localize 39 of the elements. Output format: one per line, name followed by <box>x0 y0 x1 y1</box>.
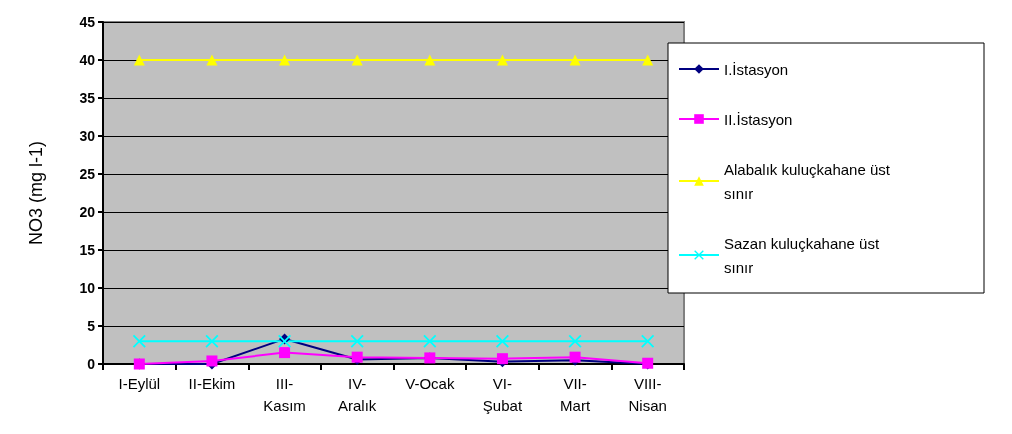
y-tick-label: 35 <box>79 90 96 106</box>
point <box>496 54 508 66</box>
legend-label: I.İstasyon <box>724 60 789 78</box>
point <box>351 54 363 66</box>
point <box>350 334 364 348</box>
x-tick-label: I-Eylül <box>118 374 161 392</box>
legend-label: Sazan kuluçkahane üst sınır <box>724 234 884 276</box>
point <box>133 54 145 66</box>
x-tick-label: II-Ekim <box>188 374 236 392</box>
point <box>424 54 436 66</box>
point <box>206 54 218 66</box>
x-tick-label: VIII-Nisan <box>628 374 667 414</box>
x-tick-label: VI-Şubat <box>482 374 523 414</box>
legend-label: II.İstasyon <box>724 110 793 128</box>
point <box>279 347 291 359</box>
point <box>423 334 437 348</box>
y-tick-label: 40 <box>79 52 96 68</box>
y-tick-label: 45 <box>79 14 96 30</box>
x-tick-label: III-Kasım <box>263 374 306 414</box>
point <box>495 334 509 348</box>
point <box>569 54 581 66</box>
y-tick-label: 15 <box>79 242 96 258</box>
point <box>132 334 146 348</box>
x-tick-label: IV-Aralık <box>338 374 377 414</box>
y-tick-label: 25 <box>79 166 96 182</box>
y-tick-label: 30 <box>79 128 96 144</box>
point <box>641 334 655 348</box>
y-tick-label: 0 <box>87 356 96 372</box>
y-tick-label: 10 <box>79 280 96 296</box>
point <box>642 54 654 66</box>
point <box>568 334 582 348</box>
point <box>279 54 291 66</box>
y-tick-label: 20 <box>79 204 96 220</box>
x-tick-label: V-Ocak <box>405 374 455 392</box>
y-tick-label: 5 <box>87 318 96 334</box>
point <box>205 334 219 348</box>
x-tick-label: VII-Mart <box>560 374 591 414</box>
legend-label: Alabalık kuluçkahane üst sınır <box>724 160 895 202</box>
y-axis-title: NO3 (mg l-1) <box>26 140 46 246</box>
